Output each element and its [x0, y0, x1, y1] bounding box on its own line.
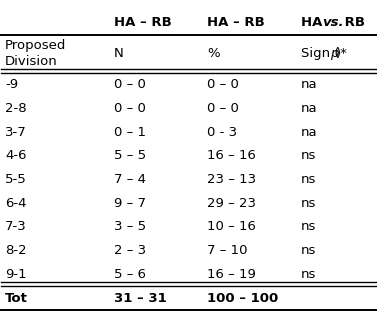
Text: 2-8: 2-8	[5, 102, 27, 115]
Text: 4-6: 4-6	[5, 149, 27, 162]
Text: 7-3: 7-3	[5, 221, 27, 233]
Text: 5 – 6: 5 – 6	[113, 268, 146, 281]
Text: Proposed
Division: Proposed Division	[5, 39, 66, 68]
Text: 23 – 13: 23 – 13	[207, 173, 256, 186]
Text: N: N	[113, 47, 123, 60]
Text: ns: ns	[301, 197, 316, 210]
Text: vs.: vs.	[322, 16, 343, 29]
Text: na: na	[301, 126, 317, 139]
Text: ns: ns	[301, 221, 316, 233]
Text: 0 - 3: 0 - 3	[207, 126, 238, 139]
Text: 0 – 0: 0 – 0	[113, 102, 146, 115]
Text: 5 – 5: 5 – 5	[113, 149, 146, 162]
Text: 3 – 5: 3 – 5	[113, 221, 146, 233]
Text: 7 – 4: 7 – 4	[113, 173, 146, 186]
Text: 100 – 100: 100 – 100	[207, 292, 279, 305]
Text: 16 – 16: 16 – 16	[207, 149, 256, 162]
Text: na: na	[301, 78, 317, 91]
Text: 5-5: 5-5	[5, 173, 27, 186]
Text: ns: ns	[301, 244, 316, 257]
Text: ns: ns	[301, 173, 316, 186]
Text: 0 – 0: 0 – 0	[207, 78, 239, 91]
Text: Sign (: Sign (	[301, 47, 339, 60]
Text: 2 – 3: 2 – 3	[113, 244, 146, 257]
Text: ns: ns	[301, 149, 316, 162]
Text: na: na	[301, 102, 317, 115]
Text: 16 – 19: 16 – 19	[207, 268, 256, 281]
Text: HA: HA	[301, 16, 327, 29]
Text: 9 – 7: 9 – 7	[113, 197, 146, 210]
Text: 31 – 31: 31 – 31	[113, 292, 166, 305]
Text: HA – RB: HA – RB	[207, 16, 265, 29]
Text: 0 – 1: 0 – 1	[113, 126, 146, 139]
Text: %: %	[207, 47, 220, 60]
Text: ns: ns	[301, 268, 316, 281]
Text: 6-4: 6-4	[5, 197, 27, 210]
Text: 9-1: 9-1	[5, 268, 27, 281]
Text: HA – RB: HA – RB	[113, 16, 172, 29]
Text: 10 – 16: 10 – 16	[207, 221, 256, 233]
Text: p: p	[329, 47, 338, 60]
Text: 7 – 10: 7 – 10	[207, 244, 248, 257]
Text: Tot: Tot	[5, 292, 28, 305]
Text: 8-2: 8-2	[5, 244, 27, 257]
Text: )*: )*	[336, 47, 348, 60]
Text: 3-7: 3-7	[5, 126, 27, 139]
Text: -9: -9	[5, 78, 18, 91]
Text: 29 – 23: 29 – 23	[207, 197, 256, 210]
Text: RB: RB	[340, 16, 365, 29]
Text: 0 – 0: 0 – 0	[207, 102, 239, 115]
Text: 0 – 0: 0 – 0	[113, 78, 146, 91]
